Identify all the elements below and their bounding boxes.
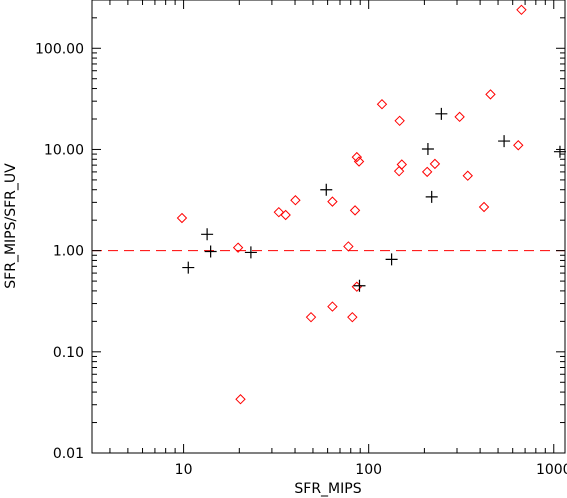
diamond-point: [176, 212, 188, 224]
plus-point: [553, 145, 566, 158]
axis-ticks: [92, 0, 565, 454]
diamond-point: [376, 99, 388, 110]
diamond-point: [454, 111, 465, 123]
diamond-point: [327, 301, 338, 312]
diamond-point: [394, 115, 405, 126]
diamond-point: [485, 89, 496, 100]
diamond-point: [235, 394, 246, 405]
plus-point: [353, 279, 366, 292]
y-tick-label: 10.00: [44, 142, 84, 158]
plus-point: [244, 246, 257, 259]
diamond-point: [462, 170, 473, 181]
diamond-point: [232, 242, 244, 253]
diamond-point: [290, 195, 301, 206]
plus-point: [421, 143, 434, 156]
diamond-point: [349, 205, 361, 216]
x-tick-label: 100: [355, 462, 382, 478]
diamond-point: [280, 209, 291, 221]
plot-frame: [91, 0, 566, 454]
y-tick-label: 0.10: [53, 345, 84, 361]
x-tick-label: 10: [175, 462, 193, 478]
y-tick-label: 0.01: [53, 446, 84, 462]
diamond-point: [351, 151, 363, 163]
diamond-point: [353, 156, 365, 167]
diamond-point: [273, 206, 285, 218]
plus-point: [320, 183, 333, 196]
plus-point: [182, 261, 195, 274]
plus-point: [435, 107, 448, 120]
diamond-point: [396, 159, 408, 170]
diamond-point: [305, 311, 317, 323]
diamond-point: [421, 166, 433, 178]
plus-point: [385, 253, 398, 266]
diamond-point: [347, 311, 358, 323]
plus-point: [498, 135, 511, 148]
diamond-point: [478, 201, 490, 213]
plus-point: [425, 190, 438, 203]
diamond-point: [513, 140, 524, 151]
diamond-point: [343, 241, 354, 252]
diamond-point: [393, 165, 405, 177]
diamond-point: [429, 158, 441, 170]
y-axis-title: SFR_MIPS/SFR_UV: [3, 163, 19, 289]
diamond-point: [327, 196, 338, 207]
x-axis-title: SFR_MIPS: [294, 481, 361, 497]
diamond-point: [516, 4, 527, 16]
data-points: [176, 4, 566, 405]
y-tick-label: 100.00: [35, 41, 84, 57]
y-tick-label: 1.00: [53, 244, 84, 260]
y-tick-labels: 0.01 0.10 1.00 10.00 100.00: [35, 41, 84, 462]
plus-point: [204, 245, 217, 258]
plus-point: [201, 228, 214, 241]
